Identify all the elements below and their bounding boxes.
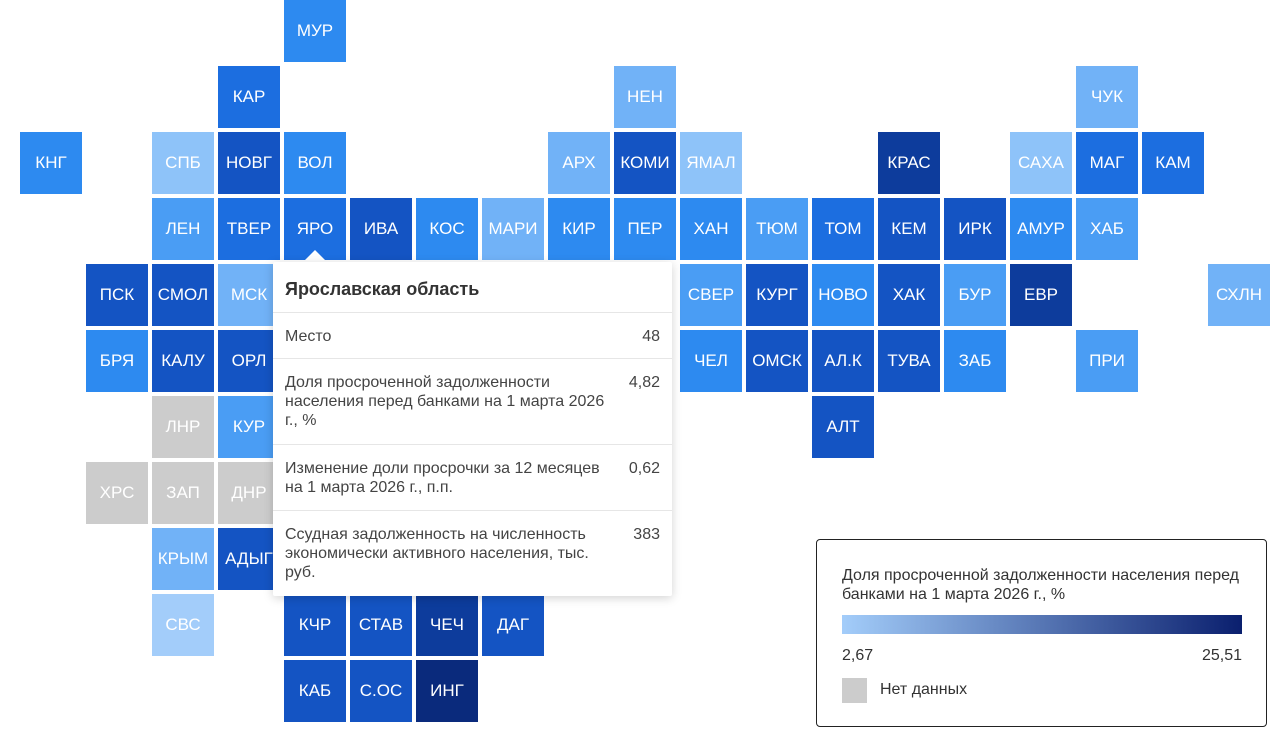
region-tile[interactable]: НОВО — [812, 264, 874, 326]
region-tile[interactable]: ЧЕЧ — [416, 594, 478, 656]
region-tile[interactable]: ЕВР — [1010, 264, 1072, 326]
region-tooltip: Ярославская область Место 48 Доля просро… — [273, 262, 672, 596]
region-tile[interactable]: ТОМ — [812, 198, 874, 260]
region-tile[interactable]: КЧР — [284, 594, 346, 656]
legend-min-value: 2,67 — [842, 647, 874, 664]
tooltip-row-label: Доля просроченной задолженности населени… — [285, 374, 605, 429]
region-tile[interactable]: БРЯ — [86, 330, 148, 392]
region-tile[interactable]: АРХ — [548, 132, 610, 194]
legend-color-scale — [842, 615, 1242, 634]
region-tile[interactable]: ХАК — [878, 264, 940, 326]
region-tile[interactable]: КОМИ — [614, 132, 676, 194]
tooltip-title: Ярославская область — [285, 279, 480, 299]
region-tile[interactable]: КЕМ — [878, 198, 940, 260]
region-tile[interactable]: ТВЕР — [218, 198, 280, 260]
region-tile[interactable]: ХАБ — [1076, 198, 1138, 260]
region-tile[interactable]: ТЮМ — [746, 198, 808, 260]
region-tile[interactable]: ЯМАЛ — [680, 132, 742, 194]
region-tile[interactable]: АДЫГ — [218, 528, 280, 590]
region-tile[interactable]: ЛНР — [152, 396, 214, 458]
region-tile[interactable]: ОМСК — [746, 330, 808, 392]
region-tile[interactable]: МАГ — [1076, 132, 1138, 194]
region-tile[interactable]: НЕН — [614, 66, 676, 128]
region-tile[interactable]: ХРС — [86, 462, 148, 524]
legend-max-value: 25,51 — [1201, 647, 1242, 664]
region-tile[interactable]: КАЛУ — [152, 330, 214, 392]
region-tile[interactable]: СМОЛ — [152, 264, 214, 326]
legend-title: Доля просроченной задолженности населени… — [842, 567, 1239, 603]
region-tile[interactable]: ЯРО — [284, 198, 346, 260]
region-tile[interactable]: ИНГ — [416, 660, 478, 722]
region-tile[interactable]: АЛ.К — [812, 330, 874, 392]
region-tile[interactable]: БУР — [944, 264, 1006, 326]
region-tile[interactable]: КРАС — [878, 132, 940, 194]
region-tile[interactable]: С.ОС — [350, 660, 412, 722]
region-tile[interactable]: КАБ — [284, 660, 346, 722]
region-tile[interactable]: КРЫМ — [152, 528, 214, 590]
region-tile[interactable]: КУР — [218, 396, 280, 458]
region-tile[interactable]: КУРГ — [746, 264, 808, 326]
tooltip-row-label: Изменение доли просрочки за 12 месяцев н… — [285, 460, 600, 496]
tooltip-row-rank: Место 48 — [273, 312, 672, 358]
tooltip-row-label: Место — [285, 328, 332, 345]
tooltip-row-overdue-change: Изменение доли просрочки за 12 месяцев н… — [273, 444, 672, 510]
region-tile[interactable]: НОВГ — [218, 132, 280, 194]
region-tile[interactable]: МАРИ — [482, 198, 544, 260]
tooltip-row-overdue-share: Доля просроченной задолженности населени… — [273, 358, 672, 444]
region-tile[interactable]: СВС — [152, 594, 214, 656]
region-tile[interactable]: АМУР — [1010, 198, 1072, 260]
region-tile[interactable]: ИРК — [944, 198, 1006, 260]
region-tile[interactable]: ПРИ — [1076, 330, 1138, 392]
region-tile[interactable]: ХАН — [680, 198, 742, 260]
legend-nodata-swatch — [842, 678, 867, 703]
region-tile[interactable]: ТУВА — [878, 330, 940, 392]
region-tile[interactable]: МСК — [218, 264, 280, 326]
region-tile[interactable]: ДНР — [218, 462, 280, 524]
region-tile[interactable]: ВОЛ — [284, 132, 346, 194]
region-tile[interactable]: ЗАП — [152, 462, 214, 524]
region-tile[interactable]: КНГ — [20, 132, 82, 194]
region-tile[interactable]: ЧУК — [1076, 66, 1138, 128]
region-tile[interactable]: ЧЕЛ — [680, 330, 742, 392]
region-tile[interactable]: АЛТ — [812, 396, 874, 458]
tooltip-row-label: Ссудная задолженность на численность эко… — [285, 526, 589, 581]
legend-nodata-label: Нет данных — [880, 681, 968, 698]
region-tile[interactable]: МУР — [284, 0, 346, 62]
tooltip-row-loan-debt: Ссудная задолженность на численность эко… — [273, 510, 672, 596]
region-tile[interactable]: КОС — [416, 198, 478, 260]
region-tile[interactable]: КАМ — [1142, 132, 1204, 194]
region-tile[interactable]: ЛЕН — [152, 198, 214, 260]
region-tile[interactable]: ЗАБ — [944, 330, 1006, 392]
region-tile[interactable]: ДАГ — [482, 594, 544, 656]
region-tile[interactable]: ИВА — [350, 198, 412, 260]
region-tile[interactable]: СПБ — [152, 132, 214, 194]
tooltip-row-value: 0,62 — [628, 460, 660, 477]
region-tile[interactable]: СТАВ — [350, 594, 412, 656]
region-tile[interactable]: САХА — [1010, 132, 1072, 194]
region-tile[interactable]: ОРЛ — [218, 330, 280, 392]
region-tile[interactable]: ПЕР — [614, 198, 676, 260]
tooltip-row-value: 48 — [642, 328, 660, 345]
region-tile[interactable]: СХЛН — [1208, 264, 1270, 326]
map-legend: Доля просроченной задолженности населени… — [816, 539, 1267, 727]
region-tile[interactable]: СВЕР — [680, 264, 742, 326]
tooltip-row-value: 383 — [633, 526, 660, 543]
region-tile[interactable]: КИР — [548, 198, 610, 260]
tooltip-row-value: 4,82 — [628, 374, 660, 391]
region-tile[interactable]: КАР — [218, 66, 280, 128]
region-tile[interactable]: ПСК — [86, 264, 148, 326]
